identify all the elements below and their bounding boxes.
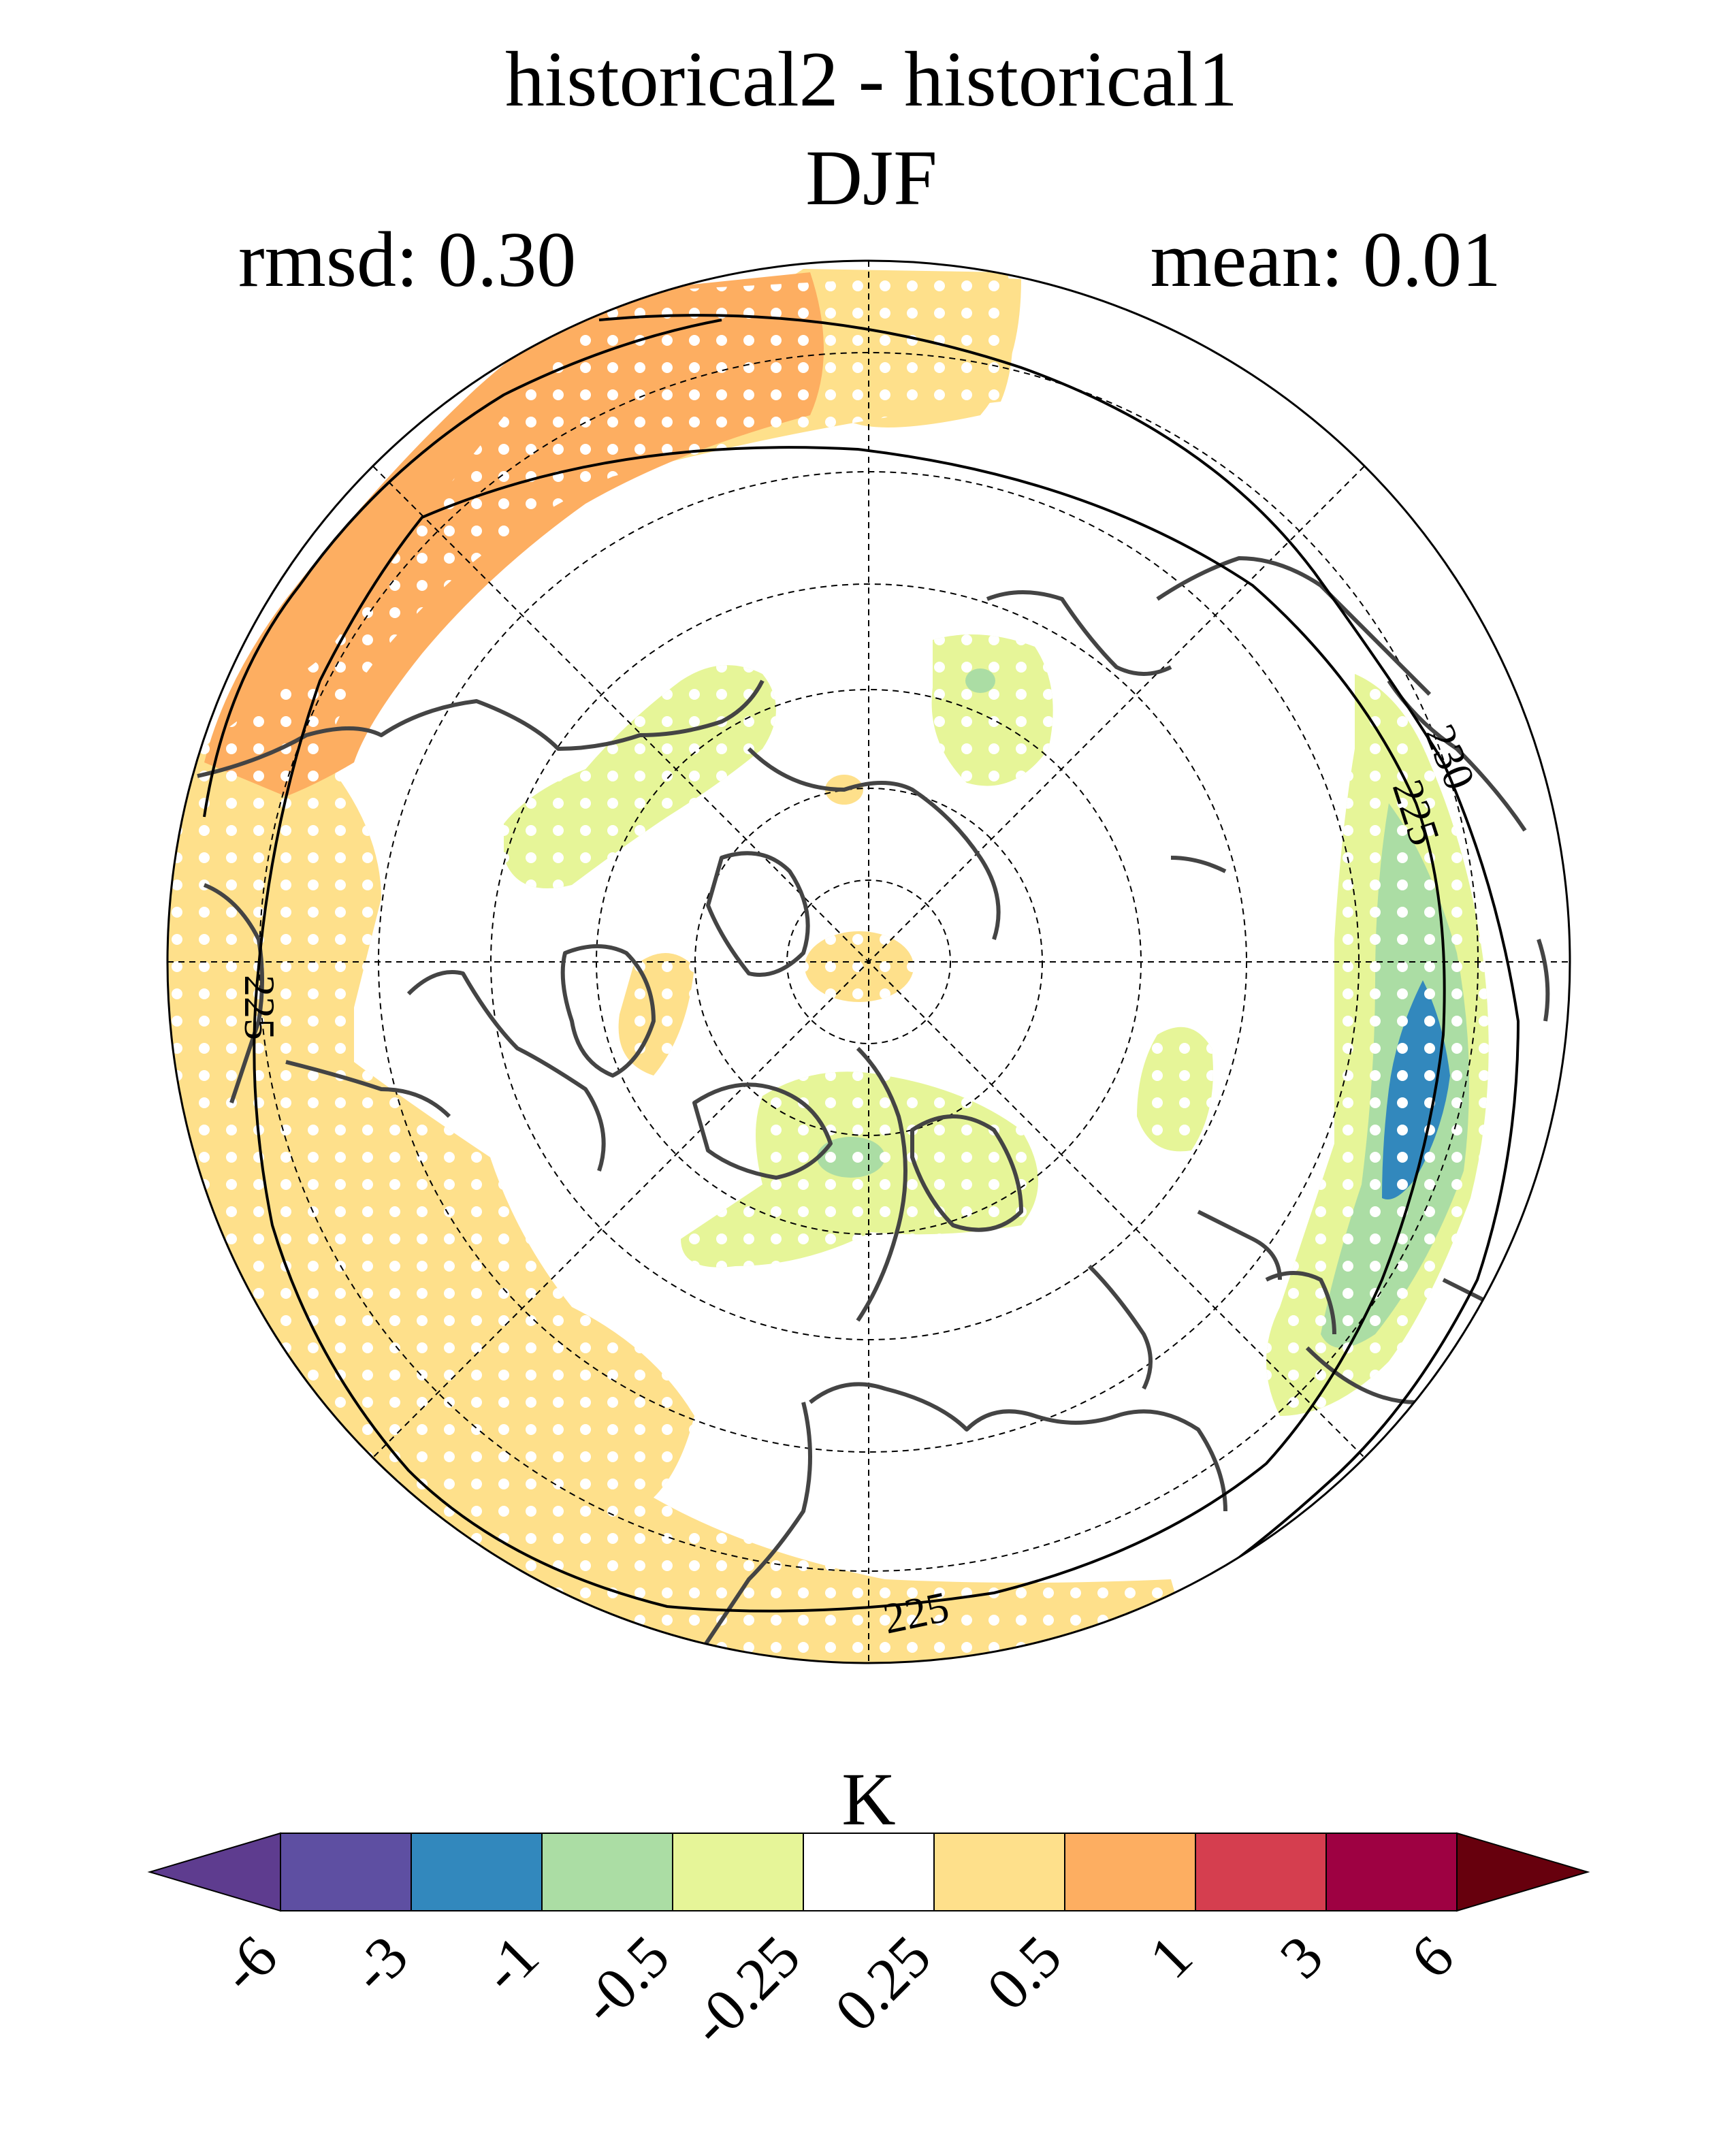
colorbar-extend-high: [1456, 1832, 1590, 1912]
colorbar-tick-label: 0.25: [823, 1924, 944, 2044]
plot-title: historical2 - historical1: [505, 36, 1238, 123]
polar-map: 230 225 225 225: [167, 261, 1570, 1663]
colorbar-tick-label: 6: [1398, 1924, 1466, 1992]
colorbar-tick-label: 3: [1268, 1924, 1336, 1992]
graticule: [167, 261, 1570, 1663]
colorbar-tick-label: 1: [1137, 1924, 1205, 1992]
map-border: [166, 259, 1571, 1664]
colorbar-tick-label: -1: [470, 1924, 551, 2005]
season-label: DJF: [805, 135, 937, 222]
colorbar-unit: K: [841, 1758, 895, 1841]
colorbar-tick-label: -0.25: [678, 1924, 813, 2059]
colorbar-box: [411, 1833, 543, 1911]
colorbar-box: [1195, 1833, 1327, 1911]
colorbar-box: [280, 1833, 412, 1911]
colorbar-box: [672, 1833, 804, 1911]
contour-lines: [203, 314, 1520, 1613]
colorbar-box: [541, 1833, 673, 1911]
colorbar-tick-label: -6: [208, 1924, 290, 2005]
colorbar-tick-label: -3: [339, 1924, 421, 2005]
colorbar-box: [803, 1833, 935, 1911]
rmsd-label: rmsd: 0.30: [238, 216, 576, 304]
colorbar-box: [933, 1833, 1065, 1911]
coastlines: [197, 556, 1550, 1662]
colorbar-extend-low: [147, 1832, 281, 1912]
mean-label: mean: 0.01: [1151, 216, 1501, 304]
contour-label-225-west: 225: [236, 975, 284, 1040]
colorbar-tick-label: 0.5: [975, 1924, 1074, 2023]
colorbar: K -6 -3 -1 -0.5-0.25 0.25 0.5 1 3 6: [147, 1758, 1590, 2059]
colorbar-box: [1064, 1833, 1196, 1911]
colorbar-box: [1325, 1833, 1458, 1911]
colorbar-tick-label: -0.5: [568, 1924, 682, 2037]
